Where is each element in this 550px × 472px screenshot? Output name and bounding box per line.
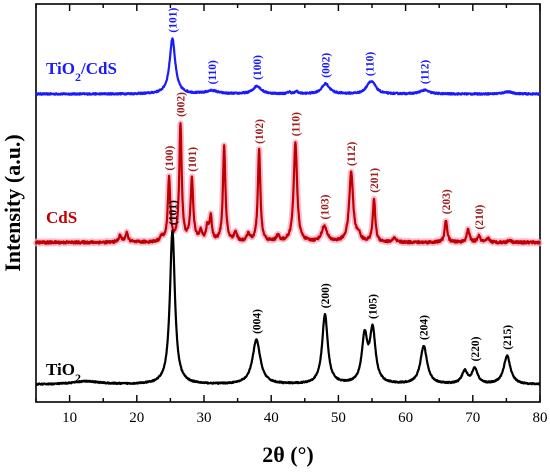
x-tick-label: 70 (465, 410, 480, 426)
peak-label: (110) (364, 52, 376, 76)
series-cds: (100) (002) (101) (102) (110) (103) (112) (201)… (33, 92, 543, 247)
x-tick-label: 80 (533, 410, 548, 426)
peak-label: (102) (254, 119, 266, 144)
peak-label: (004) (251, 309, 263, 334)
peak-label: (105) (368, 294, 380, 319)
series-tio2-cds: (101) (110) (100) (002) (110) (112) TiO2/CdS (34, 8, 541, 96)
peak-label: (112) (346, 142, 358, 166)
x-tick-label: 50 (331, 410, 346, 426)
x-tick-label: 10 (62, 410, 77, 426)
series-line-tio2-cds (34, 37, 541, 96)
series-glow (33, 120, 543, 247)
y-axis-title: Intensity (a.u.) (0, 134, 25, 272)
plot-frame (35, 3, 541, 403)
peak-label: (103) (319, 194, 331, 219)
peak-label: (110) (207, 60, 219, 84)
series-label: TiO2/CdS (46, 59, 117, 84)
series-tio2: (101) (004) (200) (105) (204) (220) (215) TiO2 (35, 200, 541, 386)
x-tick-label: 60 (398, 410, 413, 426)
x-axis-title: 2θ (°) (262, 442, 313, 467)
peak-label: (100) (164, 146, 176, 171)
peak-label: (101) (167, 8, 179, 33)
series-label: TiO2 (46, 360, 81, 385)
peak-label: (100) (252, 55, 264, 80)
x-tick-label: 20 (129, 410, 144, 426)
peak-label: (112) (419, 60, 431, 84)
peak-label: (210) (474, 205, 486, 230)
peak-label: (201) (369, 168, 381, 193)
peak-label: (002) (321, 53, 333, 78)
peak-label: (204) (419, 315, 431, 340)
x-axis: 10 20 30 40 50 60 70 80 (35, 4, 548, 426)
peak-label: (215) (502, 325, 514, 350)
peak-label: (200) (320, 283, 332, 308)
peak-label: (110) (290, 112, 302, 136)
series-line-tio2 (35, 229, 541, 386)
peak-label: (101) (167, 200, 179, 225)
plot-area: (101)(110) (100) (002) (110) (112)TiO2/CdS(1… (33, 8, 543, 386)
peak-label: (203) (441, 189, 453, 214)
peak-label: (002) (176, 92, 188, 117)
series-line-cds (34, 122, 541, 245)
series-label: CdS (46, 208, 77, 227)
peak-label: (220) (470, 336, 482, 361)
x-tick-label: 30 (197, 410, 212, 426)
x-tick-label: 40 (264, 410, 279, 426)
peak-label: (101) (187, 147, 199, 172)
